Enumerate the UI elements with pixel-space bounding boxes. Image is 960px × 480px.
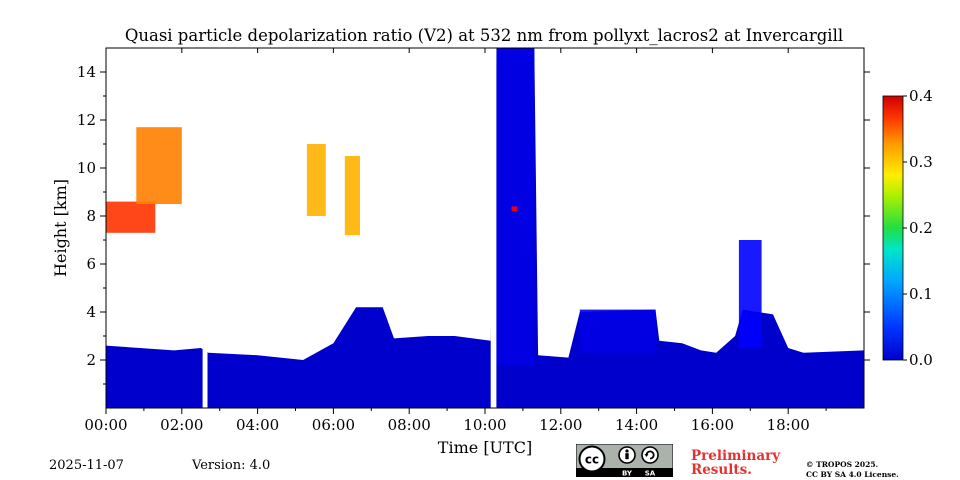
- x-axis: 00:00 02:00 04:00 06:00 08:00 10:00 12:00 14:00…: [84, 48, 827, 434]
- y-axis-label: Height [km]: [51, 179, 70, 277]
- x-tick-label: 10:00: [463, 416, 506, 434]
- license-line-1: © TROPOS 2025.: [806, 460, 879, 469]
- depol-region: [136, 127, 182, 204]
- x-tick-label: 08:00: [388, 416, 431, 434]
- depol-region: [738, 240, 762, 348]
- depol-region: [106, 201, 156, 233]
- plot-area: [106, 48, 864, 408]
- cc-icon: [578, 445, 606, 473]
- chart-title: Quasi particle depolarization ratio (V2)…: [125, 26, 843, 45]
- y-tick-label: 12: [77, 111, 96, 129]
- boundary-layer-fill: [106, 48, 864, 408]
- x-tick-label: 02:00: [160, 416, 203, 434]
- x-tick-label: 00:00: [84, 416, 127, 434]
- license-line-2: CC BY SA 4.0 License.: [806, 470, 899, 479]
- cc-icon-text: cc: [585, 453, 599, 467]
- depol-region: [306, 144, 326, 216]
- colorbar-tick-label: 0.1: [909, 285, 933, 303]
- license-text: © TROPOS 2025. CC BY SA 4.0 License.: [806, 460, 899, 480]
- x-tick-label: 06:00: [312, 416, 355, 434]
- by-label: BY: [622, 470, 633, 478]
- version-label: Version: 4.0: [192, 458, 271, 473]
- colorbar-tick-label: 0.3: [909, 153, 933, 171]
- preliminary-line-2: Results.: [691, 462, 752, 478]
- sa-icon: [641, 446, 659, 464]
- preliminary-results-label: Preliminary Results.: [691, 449, 780, 477]
- y-tick-label: 2: [86, 351, 96, 369]
- colorbar-tick-label: 0.4: [909, 87, 933, 105]
- y-tick-label: 10: [77, 159, 96, 177]
- preliminary-line-1: Preliminary: [691, 448, 781, 464]
- colorbar-ticks: 0.0 0.1 0.2 0.3 0.4: [903, 87, 933, 369]
- date-label: 2025-11-07: [49, 458, 124, 473]
- x-tick-label: 12:00: [539, 416, 582, 434]
- y-tick-label: 8: [86, 207, 96, 225]
- x-tick-label: 18:00: [767, 416, 810, 434]
- x-tick-label: 04:00: [236, 416, 279, 434]
- data-gap: [490, 48, 497, 408]
- colorbar-tick-label: 0.2: [909, 219, 933, 237]
- y-tick-label: 14: [77, 63, 96, 81]
- depol-region: [579, 309, 656, 353]
- x-axis-label: Time [UTC]: [438, 438, 532, 457]
- y-axis: 2 4 6 8 10 12 14: [77, 63, 870, 385]
- x-tick-label: 14:00: [615, 416, 658, 434]
- depol-region: [344, 156, 360, 236]
- data-gap: [202, 48, 208, 408]
- y-tick-label: 4: [86, 303, 96, 321]
- colorbar-tick-label: 0.0: [909, 351, 933, 369]
- cc-license-badge: cc BY SA: [576, 444, 673, 477]
- y-tick-label: 6: [86, 255, 96, 273]
- sa-label: SA: [645, 470, 656, 478]
- x-tick-label: 16:00: [691, 416, 734, 434]
- depol-region: [511, 206, 518, 212]
- colorbar: [882, 95, 904, 361]
